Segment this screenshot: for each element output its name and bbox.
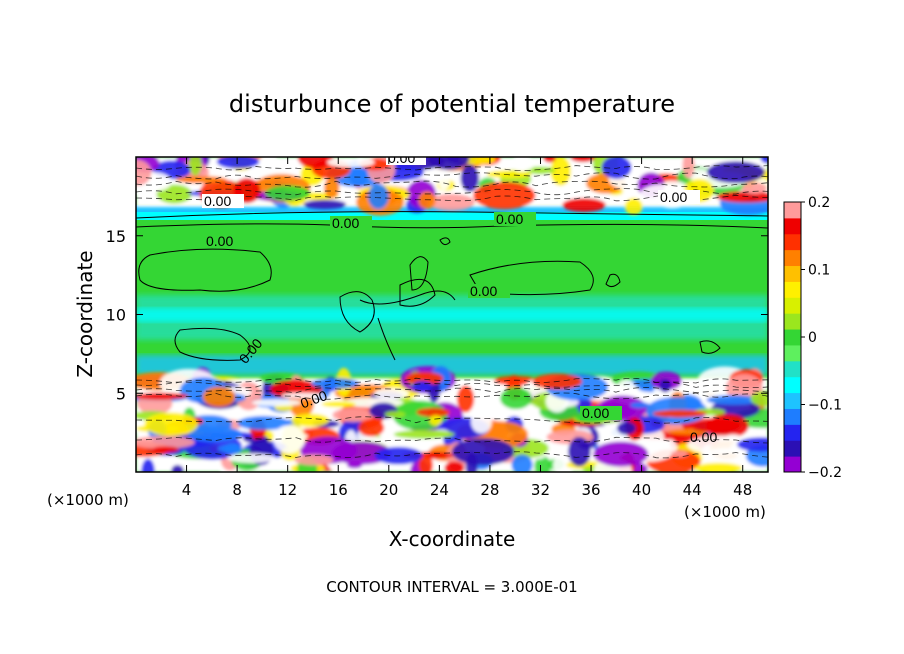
contour-label: 0.00 bbox=[582, 405, 609, 421]
colorbar-swatch bbox=[784, 202, 801, 219]
x-tick-label: 36 bbox=[581, 481, 600, 499]
x-tick-label: 24 bbox=[430, 481, 449, 499]
negative-contours-dashed bbox=[136, 165, 768, 459]
contour-label: 0.00 bbox=[332, 215, 359, 231]
contour-label: 0.00 bbox=[204, 193, 231, 209]
colorbar-tick-label: 0.2 bbox=[808, 195, 830, 211]
contour-label-group: 0.00 0.00 0.00 0.00 0.00 0.00 0.00 0.00 … bbox=[202, 150, 717, 445]
plot-area: 0.00 0.00 0.00 0.00 0.00 0.00 0.00 0.00 … bbox=[136, 150, 768, 472]
contour-label: 0.00 bbox=[496, 211, 523, 227]
colorbar-swatch bbox=[784, 249, 801, 267]
y-axis: 5 10 15 bbox=[106, 227, 768, 403]
colorbar-tick-label: 0.1 bbox=[808, 263, 830, 279]
colorbar-swatch bbox=[784, 281, 801, 298]
contour-interval-note: CONTOUR INTERVAL = 3.000E-01 bbox=[326, 578, 577, 596]
colorbar-tick-label: 0 bbox=[808, 330, 817, 346]
contour-label: 0.00 bbox=[388, 150, 415, 166]
colorbar-swatch bbox=[784, 217, 801, 235]
contour-label: 0.00 bbox=[660, 189, 687, 205]
colorbar-swatch bbox=[784, 265, 801, 282]
colorbar-swatch bbox=[784, 408, 801, 425]
x-axis-label: X-coordinate bbox=[389, 527, 516, 551]
x-tick-label: 28 bbox=[480, 481, 499, 499]
contour-label: 0.00 bbox=[206, 233, 233, 249]
colorbar-swatch bbox=[784, 297, 801, 314]
colorbar-swatch bbox=[784, 440, 801, 457]
x-tick-label: 20 bbox=[379, 481, 398, 499]
band-midlevel-cyan bbox=[136, 308, 768, 322]
colorbar-tick-label: −0.2 bbox=[808, 465, 842, 481]
colorbar-swatch bbox=[784, 344, 801, 362]
band-lower-cyan bbox=[136, 355, 768, 375]
x-tick-label: 12 bbox=[278, 481, 297, 499]
x-tick-label: 48 bbox=[733, 481, 752, 499]
lower-anomaly-band bbox=[136, 365, 768, 472]
x-axis: 4 8 12 16 20 24 28 32 36 40 44 48 bbox=[182, 157, 752, 499]
x-tick-label: 40 bbox=[632, 481, 651, 499]
y-tick-label: 5 bbox=[116, 384, 126, 403]
colorbar-swatch bbox=[784, 456, 801, 473]
x-tick-label: 44 bbox=[683, 481, 702, 499]
contour-label: 0.00 bbox=[690, 429, 717, 445]
colorbar-tick-label: −0.1 bbox=[808, 398, 842, 414]
y-axis-label: Z-coordinate bbox=[73, 250, 97, 377]
x-unit-right: (×1000 m) bbox=[684, 503, 766, 521]
contour-label: 0.00 bbox=[470, 283, 497, 299]
chart-title: disturbunce of potential temperature bbox=[229, 90, 675, 118]
zero-contours bbox=[136, 211, 768, 361]
colorbar-swatch bbox=[784, 329, 801, 346]
colorbar-swatch bbox=[784, 376, 801, 394]
y-tick-label: 10 bbox=[106, 306, 126, 325]
x-unit-left: (×1000 m) bbox=[47, 491, 129, 509]
colorbar-swatch bbox=[784, 424, 801, 441]
x-tick-label: 32 bbox=[531, 481, 550, 499]
colorbar-swatch bbox=[784, 360, 801, 378]
x-tick-label: 8 bbox=[232, 481, 242, 499]
colorbar-swatch bbox=[784, 392, 801, 409]
colorbar-swatch bbox=[784, 233, 801, 251]
x-tick-label: 4 bbox=[182, 481, 192, 499]
y-tick-label: 15 bbox=[106, 227, 126, 246]
x-tick-label: 16 bbox=[329, 481, 348, 499]
colorbar-swatch bbox=[784, 313, 801, 330]
colorbar: 0.2 0.1 0 −0.1 −0.2 bbox=[783, 195, 842, 481]
band-tropopause-aqua bbox=[136, 212, 768, 220]
